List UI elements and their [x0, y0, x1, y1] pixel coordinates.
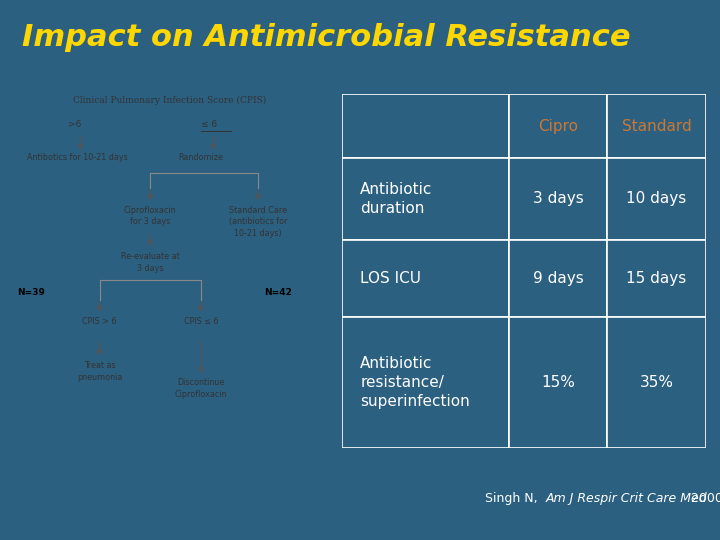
- Text: 2000.: 2000.: [688, 491, 720, 505]
- Bar: [509, 94, 608, 158]
- Bar: [509, 158, 608, 240]
- Bar: [608, 94, 706, 158]
- Text: Standard: Standard: [621, 119, 691, 134]
- Text: N=42: N=42: [264, 288, 292, 298]
- Text: CPIS ≤ 6: CPIS ≤ 6: [184, 317, 218, 326]
- Text: 35%: 35%: [639, 375, 673, 390]
- Text: Cipro: Cipro: [539, 119, 578, 134]
- Text: Standard Care
(antibiotics for
10-21 days): Standard Care (antibiotics for 10-21 day…: [229, 206, 287, 238]
- Text: ≤ 6: ≤ 6: [201, 120, 217, 129]
- Text: N=39: N=39: [17, 288, 45, 298]
- Text: 3 days: 3 days: [533, 191, 584, 206]
- Text: LOS ICU: LOS ICU: [360, 271, 421, 286]
- Bar: [608, 240, 706, 318]
- Bar: [608, 158, 706, 240]
- Bar: [342, 318, 509, 448]
- Text: Randomize: Randomize: [179, 153, 223, 162]
- Text: Discontinue
Ciprofloxacin: Discontinue Ciprofloxacin: [174, 379, 228, 399]
- Text: Clinical Pulmonary Infection Score (CPIS): Clinical Pulmonary Infection Score (CPIS…: [73, 96, 266, 105]
- Bar: [509, 240, 608, 318]
- Bar: [342, 240, 509, 318]
- Text: Treat as
pneumonia: Treat as pneumonia: [77, 361, 122, 382]
- Bar: [342, 158, 509, 240]
- Text: Antibiotic
duration: Antibiotic duration: [360, 182, 433, 216]
- Text: 15 days: 15 days: [626, 271, 687, 286]
- Bar: [509, 318, 608, 448]
- Text: Ciprofloxacin
for 3 days: Ciprofloxacin for 3 days: [124, 206, 176, 226]
- Text: Singh N,: Singh N,: [485, 491, 542, 505]
- Text: CPIS > 6: CPIS > 6: [82, 317, 117, 326]
- Text: 15%: 15%: [541, 375, 575, 390]
- Bar: [342, 94, 509, 158]
- Text: Antibiotic
resistance/
superinfection: Antibiotic resistance/ superinfection: [360, 356, 470, 409]
- Bar: [608, 318, 706, 448]
- Text: Re-evaluate at
3 days: Re-evaluate at 3 days: [121, 253, 179, 273]
- Text: >6: >6: [68, 120, 81, 129]
- Text: 9 days: 9 days: [533, 271, 584, 286]
- Text: 10 days: 10 days: [626, 191, 687, 206]
- Text: Am J Respir Crit Care Med: Am J Respir Crit Care Med: [546, 491, 707, 505]
- Text: Antibotics for 10-21 days: Antibotics for 10-21 days: [27, 153, 127, 162]
- Text: Impact on Antimicrobial Resistance: Impact on Antimicrobial Resistance: [22, 23, 630, 52]
